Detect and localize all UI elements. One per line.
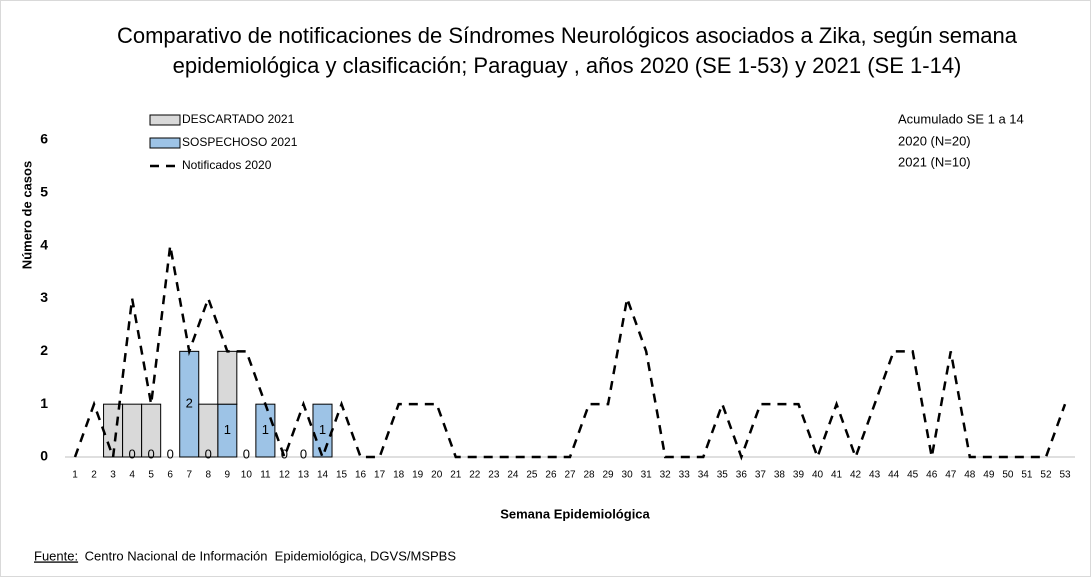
x-tick-label: 22: [469, 470, 481, 481]
x-tick-label: 46: [926, 470, 938, 481]
y-tick-label: 6: [40, 131, 48, 147]
bar: [217, 350, 238, 405]
x-tick-label: 45: [907, 470, 919, 481]
x-tick-label: 37: [755, 470, 767, 481]
x-tick-label: 44: [888, 470, 900, 481]
x-tick-label: 20: [431, 470, 443, 481]
x-tick-label: 35: [717, 470, 729, 481]
y-tick-label: 4: [40, 236, 48, 252]
x-axis-label: Semana Epidemiológica: [500, 506, 650, 521]
x-tick-label: 17: [374, 470, 386, 481]
x-tick-label: 30: [622, 470, 634, 481]
x-tick-label: 4: [129, 470, 135, 481]
data-label: 0: [205, 446, 212, 461]
x-tick-label: 39: [793, 470, 805, 481]
x-tick-label: 41: [831, 470, 843, 481]
x-tick-label: 3: [110, 470, 116, 481]
x-tick-label: 7: [186, 470, 192, 481]
y-tick-label: 5: [40, 184, 48, 200]
y-tick-label: 3: [40, 289, 48, 305]
bar: [141, 403, 162, 458]
x-tick-label: 53: [1059, 470, 1071, 481]
x-tick-label: 31: [641, 470, 653, 481]
x-tick-label: 14: [317, 470, 329, 481]
source-text: Centro Nacional de Información Epidemiol…: [81, 548, 456, 563]
x-tick-label: 16: [355, 470, 367, 481]
data-label: 2: [186, 396, 193, 411]
x-tick-label: 19: [412, 470, 424, 481]
data-label: 1: [319, 422, 326, 437]
x-tick-label: 38: [774, 470, 786, 481]
data-label: 0: [281, 446, 288, 461]
y-axis-label: Número de casos: [19, 161, 34, 269]
x-tick-label: 24: [507, 470, 519, 481]
data-label: 0: [128, 446, 135, 461]
x-tick-label: 2: [91, 470, 97, 481]
x-tick-label: 36: [736, 470, 748, 481]
x-tick-label: 12: [279, 470, 291, 481]
y-tick-label: 1: [40, 395, 48, 411]
x-tick-label: 1: [72, 470, 78, 481]
data-label: 1: [262, 422, 269, 437]
y-tick-label: 2: [40, 342, 48, 358]
data-label: 1: [224, 422, 231, 437]
annotation: Acumulado SE 1 a 14: [898, 111, 1024, 126]
x-tick-label: 8: [205, 470, 211, 481]
x-tick-label: 32: [660, 470, 672, 481]
legend-label: DESCARTADO 2021: [182, 112, 295, 126]
x-tick-label: 11: [260, 470, 271, 481]
data-label: 0: [148, 446, 155, 461]
data-label: 0: [300, 446, 307, 461]
line: [73, 245, 1067, 461]
x-tick-label: 43: [869, 470, 881, 481]
x-tick-label: 51: [1021, 470, 1033, 481]
x-tick-label: 29: [603, 470, 615, 481]
x-tick-label: 26: [545, 470, 557, 481]
y-tick-label: 0: [40, 448, 48, 464]
chart-title: Comparativo de notificaciones de Síndrom…: [117, 23, 1018, 48]
legend-label: SOSPECHOSO 2021: [182, 135, 298, 149]
x-tick-label: 9: [225, 470, 231, 481]
x-tick-label: 42: [850, 470, 862, 481]
data-label: 0: [243, 446, 250, 461]
x-tick-label: 49: [983, 470, 995, 481]
x-tick-label: 13: [298, 470, 310, 481]
bar: [198, 403, 219, 458]
x-tick-label: 10: [241, 470, 253, 481]
x-tick-label: 18: [393, 470, 405, 481]
chart-title: epidemiológica y clasificación; Paraguay…: [173, 53, 962, 78]
legend-swatch: [149, 114, 181, 126]
x-tick-label: 50: [1002, 470, 1014, 481]
x-tick-label: 47: [945, 470, 957, 481]
x-tick-label: 28: [583, 470, 595, 481]
x-tick-label: 27: [564, 470, 576, 481]
legend-label: Notificados 2020: [182, 158, 272, 172]
source-label: Fuente:: [34, 548, 78, 563]
x-tick-label: 33: [679, 470, 691, 481]
annotation: 2020 (N=20): [898, 133, 971, 148]
x-tick-label: 34: [698, 470, 710, 481]
x-tick-label: 52: [1040, 470, 1052, 481]
legend-swatch: [149, 137, 181, 149]
x-tick-label: 6: [167, 470, 173, 481]
x-tick-label: 21: [450, 470, 462, 481]
x-tick-label: 25: [526, 470, 538, 481]
annotation: 2021 (N=10): [898, 154, 971, 169]
x-tick-label: 15: [336, 470, 348, 481]
x-tick-label: 23: [488, 470, 500, 481]
x-tick-label: 40: [812, 470, 824, 481]
x-tick-label: 48: [964, 470, 976, 481]
data-label: 0: [167, 446, 174, 461]
x-tick-label: 5: [148, 470, 154, 481]
